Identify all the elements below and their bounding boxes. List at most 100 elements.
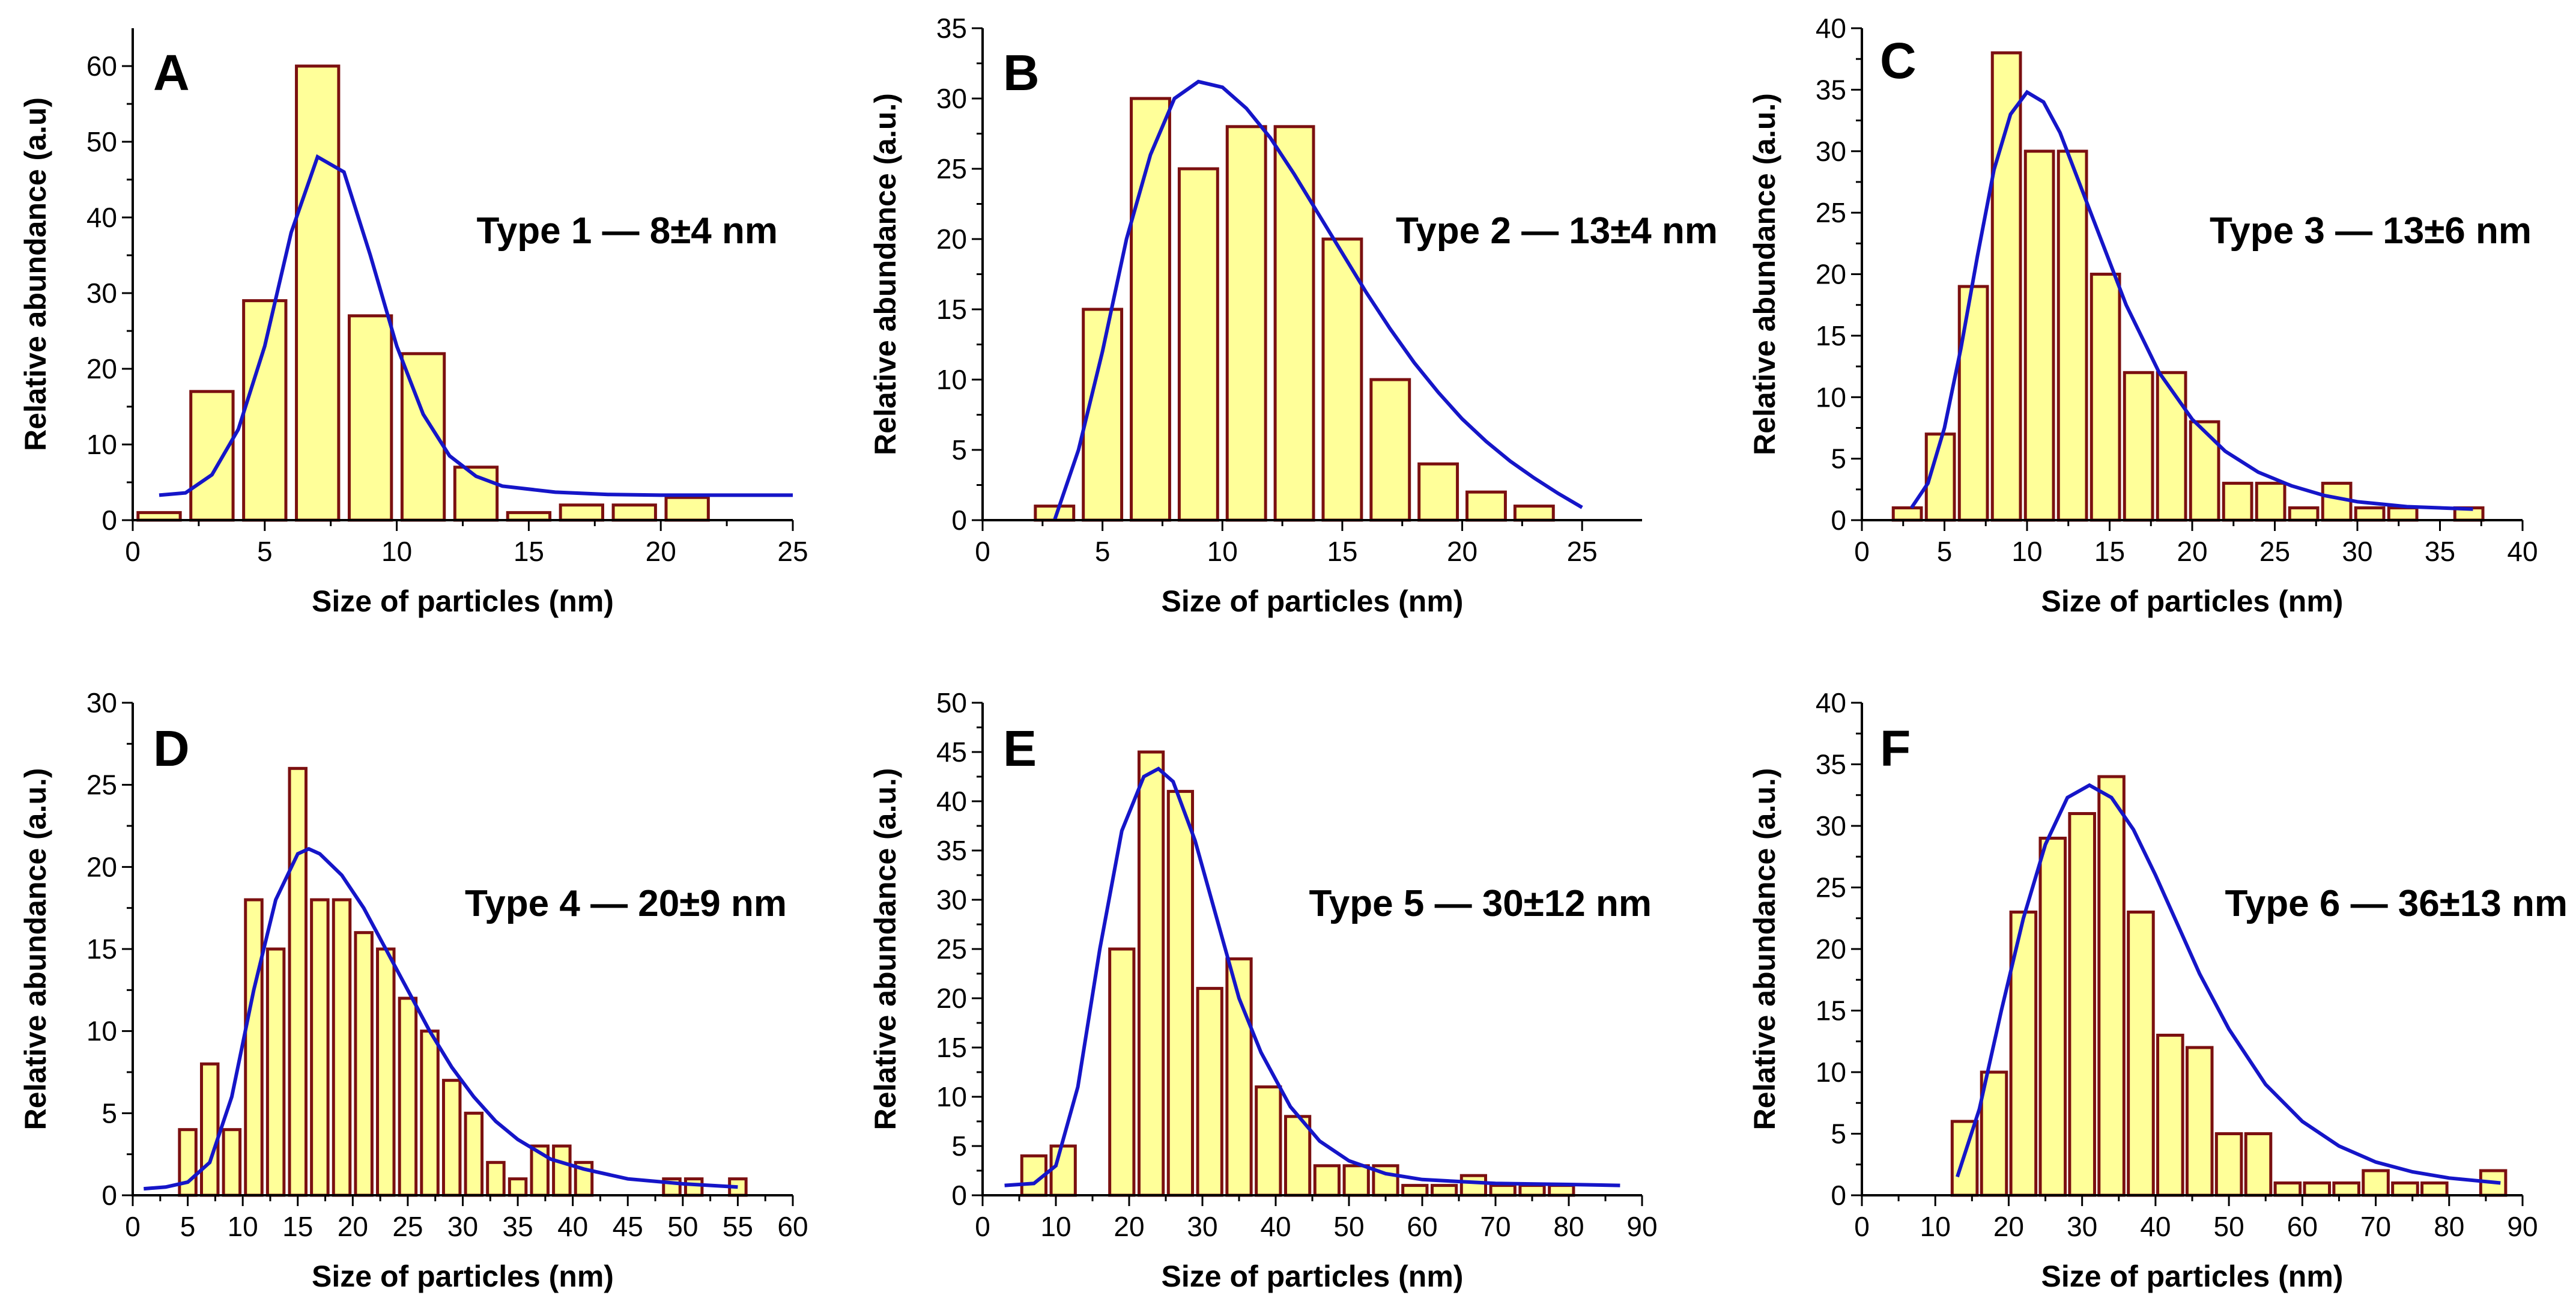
- x-tick-label: 60: [2287, 1211, 2318, 1242]
- x-tick-label: 30: [447, 1211, 478, 1242]
- y-tick-label: 20: [936, 223, 967, 255]
- type-annotation: Type 3 — 13±6 nm: [2210, 210, 2532, 252]
- bar: [2288, 506, 2320, 522]
- bar: [2303, 1181, 2332, 1197]
- y-tick-label: 10: [936, 1081, 967, 1112]
- x-axis-title: Size of particles (nm): [312, 584, 614, 618]
- bar: [242, 299, 288, 522]
- y-tick-label: 30: [1816, 136, 1846, 167]
- x-tick-label: 15: [514, 536, 544, 567]
- chart-panel-e: 0 10 20 30 40 50 60 70 80 90 0 5 10 15 20 25 30 35 40 45 50 S…: [868, 687, 1658, 1293]
- bar: [2332, 1181, 2360, 1197]
- y-tick-label: 5: [102, 1097, 117, 1129]
- bar: [1082, 308, 1124, 522]
- bar: [354, 931, 374, 1197]
- bar: [1548, 1184, 1575, 1197]
- bar: [2156, 1034, 2184, 1197]
- bar: [265, 947, 286, 1197]
- bar: [1166, 790, 1195, 1197]
- bar: [683, 1177, 704, 1197]
- bar: [2090, 273, 2121, 522]
- y-tick-label: 10: [936, 364, 967, 395]
- x-tick-label: 20: [646, 536, 676, 567]
- fit-curve: [144, 847, 738, 1191]
- bar: [1980, 1070, 2008, 1197]
- x-tick-label: 5: [1095, 536, 1111, 567]
- x-tick-label: 40: [2507, 536, 2538, 567]
- bar: [347, 314, 393, 522]
- y-tick-label: 15: [936, 1032, 967, 1063]
- y-tick-label: 15: [1816, 320, 1846, 351]
- bar: [2056, 150, 2088, 522]
- x-tick-label: 0: [125, 1211, 141, 1242]
- bar: [464, 1111, 484, 1197]
- bar: [508, 1177, 528, 1197]
- type-annotation: Type 2 — 13±4 nm: [1396, 210, 1718, 252]
- chart-panel-f: 0 10 20 30 40 50 60 70 80 90 0 5 10 15 20 25 30 35 40 Size …: [1748, 687, 2568, 1293]
- panel-letter: C: [1880, 32, 1917, 89]
- x-tick-label: 0: [125, 536, 141, 567]
- fit-curve: [1956, 783, 2501, 1185]
- y-tick-label: 35: [1816, 749, 1846, 780]
- bar: [664, 496, 710, 522]
- y-tick-label: 40: [1816, 687, 1846, 718]
- bar: [1891, 506, 1923, 522]
- x-tick-label: 45: [613, 1211, 643, 1242]
- x-tick-label: 60: [1407, 1211, 1437, 1242]
- x-tick-label: 10: [1920, 1211, 1951, 1242]
- bar: [2189, 420, 2220, 522]
- y-axis-title: Relative abundance (a.u.): [1748, 93, 1781, 455]
- x-tick-label: 25: [2259, 536, 2290, 567]
- x-tick-label: 90: [1626, 1211, 1657, 1242]
- x-tick-label: 50: [2214, 1211, 2244, 1242]
- bar: [2420, 1181, 2449, 1197]
- x-axis-title: Size of particles (nm): [312, 1260, 614, 1293]
- x-tick-label: 5: [257, 536, 273, 567]
- x-tick-label: 15: [1327, 536, 1357, 567]
- y-tick-label: 0: [1831, 1180, 1846, 1211]
- x-tick-label: 55: [723, 1211, 753, 1242]
- bar: [441, 1079, 462, 1197]
- y-tick-label: 15: [936, 294, 967, 325]
- x-tick-label: 25: [777, 536, 808, 567]
- y-tick-label: 50: [86, 126, 117, 157]
- bar: [1177, 167, 1219, 522]
- bar: [288, 766, 308, 1197]
- y-tick-label: 45: [936, 736, 967, 768]
- y-tick-label: 35: [1816, 74, 1846, 105]
- bar: [2354, 506, 2386, 522]
- bar: [1108, 947, 1136, 1197]
- fit-curve: [1052, 79, 1583, 521]
- bar: [1273, 125, 1315, 522]
- bar: [1225, 125, 1267, 522]
- y-tick-label: 5: [951, 434, 967, 465]
- bar: [2214, 1132, 2243, 1197]
- x-tick-label: 10: [228, 1211, 258, 1242]
- bar: [420, 1030, 440, 1197]
- y-axis-title: Relative abundance (a.u.): [868, 93, 902, 455]
- bar: [2127, 911, 2155, 1197]
- y-tick-label: 10: [1816, 1057, 1846, 1088]
- x-tick-label: 15: [282, 1211, 313, 1242]
- y-tick-label: 25: [936, 933, 967, 965]
- x-tick-label: 10: [1207, 536, 1238, 567]
- y-tick-label: 25: [1816, 872, 1846, 903]
- bar: [2185, 1046, 2214, 1197]
- y-tick-label: 0: [951, 1180, 967, 1211]
- bar: [2391, 1181, 2419, 1197]
- bar: [2023, 150, 2055, 522]
- bar: [2244, 1132, 2273, 1197]
- fit-curve: [159, 154, 793, 497]
- panel-letter: B: [1003, 44, 1040, 101]
- y-tick-label: 30: [86, 687, 117, 718]
- fit-curve: [1910, 89, 2473, 511]
- panel-letter: E: [1003, 720, 1037, 777]
- bar: [2123, 371, 2154, 522]
- bar: [1465, 490, 1507, 522]
- bar: [1137, 750, 1165, 1197]
- type-annotation: Type 1 — 8±4 nm: [477, 210, 778, 252]
- bar: [398, 996, 418, 1197]
- x-tick-label: 25: [392, 1211, 423, 1242]
- bar: [1369, 378, 1411, 522]
